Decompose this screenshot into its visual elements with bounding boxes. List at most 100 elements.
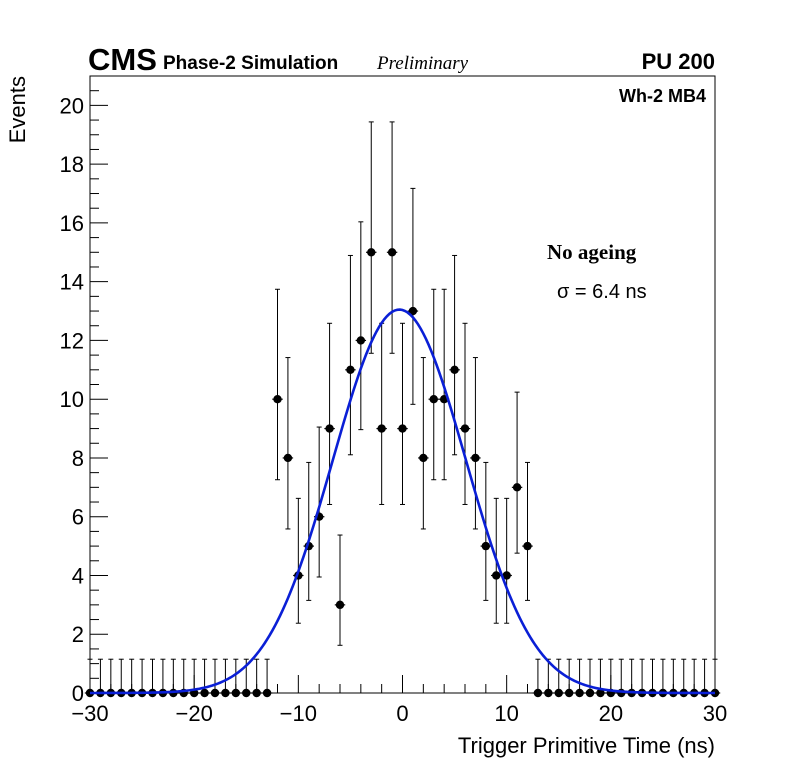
error-bar: [220, 658, 231, 694]
data-point: [596, 688, 605, 698]
error-bar: [626, 658, 637, 694]
y-axis-tick-labels: 0 2 4 6 8 10 12 14 16 18 20: [60, 93, 84, 706]
error-bar: [605, 658, 617, 694]
y-tick-label: 14: [60, 270, 84, 295]
error-bar: [418, 357, 429, 530]
data-point: [325, 424, 334, 433]
y-tick-label: 8: [72, 446, 84, 471]
cms-label: CMS: [88, 42, 157, 77]
data-point: [544, 688, 553, 698]
data-point: [356, 336, 366, 345]
data-point: [429, 394, 438, 404]
error-bar: [136, 658, 148, 694]
data-point: [585, 688, 595, 698]
data-points: [85, 248, 720, 698]
simulation-label: Phase-2 Simulation: [163, 53, 338, 74]
x-tick-label: 30: [703, 701, 727, 726]
error-bar: [678, 658, 689, 694]
error-bar: [366, 121, 377, 354]
error-bar: [116, 658, 127, 694]
error-bar: [376, 322, 387, 505]
error-bar: [355, 221, 367, 431]
x-tick-label: −10: [280, 701, 317, 726]
data-point: [481, 541, 491, 551]
y-tick-label: 2: [72, 622, 84, 647]
data-point: [231, 688, 241, 698]
data-point: [283, 453, 293, 463]
error-bar: [688, 658, 700, 694]
error-bar: [459, 322, 471, 505]
y-tick-label: 10: [60, 387, 84, 412]
data-point: [367, 248, 376, 257]
error-bar: [282, 357, 294, 530]
data-point: [252, 688, 261, 698]
error-bar: [168, 658, 179, 694]
x-tick-label: −20: [176, 701, 213, 726]
y-tick-label: 12: [60, 328, 84, 353]
data-point: [398, 424, 407, 433]
preliminary-label: Preliminary: [376, 53, 469, 74]
gaussian-fit-line: [90, 308, 715, 695]
error-bar: [209, 658, 221, 694]
y-tick-label: 0: [72, 681, 84, 706]
error-bar: [522, 461, 533, 601]
data-point: [346, 365, 355, 375]
y-axis-ticks: [90, 75, 108, 694]
data-point: [575, 688, 584, 698]
error-bar: [647, 658, 658, 694]
error-bars: [84, 121, 721, 694]
error-bar: [553, 658, 564, 694]
data-point: [377, 424, 386, 433]
error-bar: [251, 658, 262, 694]
data-point: [523, 541, 532, 551]
data-point: [533, 688, 543, 698]
error-bar: [397, 322, 408, 505]
data-point: [262, 688, 272, 698]
error-bar: [532, 658, 544, 694]
error-bar: [126, 658, 137, 694]
error-bar: [105, 658, 117, 694]
error-bar: [501, 497, 512, 624]
data-point: [242, 688, 251, 698]
error-bar: [84, 658, 96, 694]
error-bar: [313, 426, 325, 578]
error-bar: [616, 658, 627, 694]
y-tick-label: 6: [72, 505, 84, 530]
x-axis-label: Trigger Primitive Time (ns): [458, 733, 715, 758]
data-point: [335, 600, 345, 610]
data-point: [460, 424, 470, 433]
fit-sigma-label: σ = 6.4 ns: [557, 281, 647, 303]
data-point: [210, 688, 220, 698]
error-bar: [261, 658, 273, 694]
x-tick-label: 20: [599, 701, 623, 726]
error-bar: [272, 288, 283, 481]
x-tick-label: 10: [494, 701, 518, 726]
error-bar: [178, 658, 189, 694]
pileup-label: PU 200: [642, 49, 715, 74]
data-point: [450, 365, 459, 375]
error-bar: [511, 391, 523, 554]
error-bar: [699, 658, 710, 694]
region-label: Wh-2 MB4: [619, 86, 706, 106]
error-bar: [574, 658, 585, 694]
error-bar: [157, 658, 169, 694]
error-bar: [95, 658, 106, 694]
x-axis-tick-labels: −30 −20 −10 0 10 20 30: [71, 701, 727, 726]
condition-label: No ageing: [547, 240, 637, 264]
x-tick-label: −30: [71, 701, 108, 726]
error-bar: [345, 254, 356, 456]
data-point: [419, 453, 428, 463]
error-bar: [657, 658, 669, 694]
error-bar: [386, 121, 398, 354]
data-point: [200, 688, 209, 698]
y-tick-label: 18: [60, 152, 84, 177]
error-bar: [324, 322, 335, 505]
data-point: [554, 688, 563, 698]
data-point: [221, 688, 230, 698]
data-point: [564, 688, 574, 698]
y-axis-label: Events: [5, 76, 30, 143]
y-tick-label: 20: [60, 93, 84, 118]
error-bar: [428, 288, 439, 481]
y-tick-label: 16: [60, 211, 84, 236]
